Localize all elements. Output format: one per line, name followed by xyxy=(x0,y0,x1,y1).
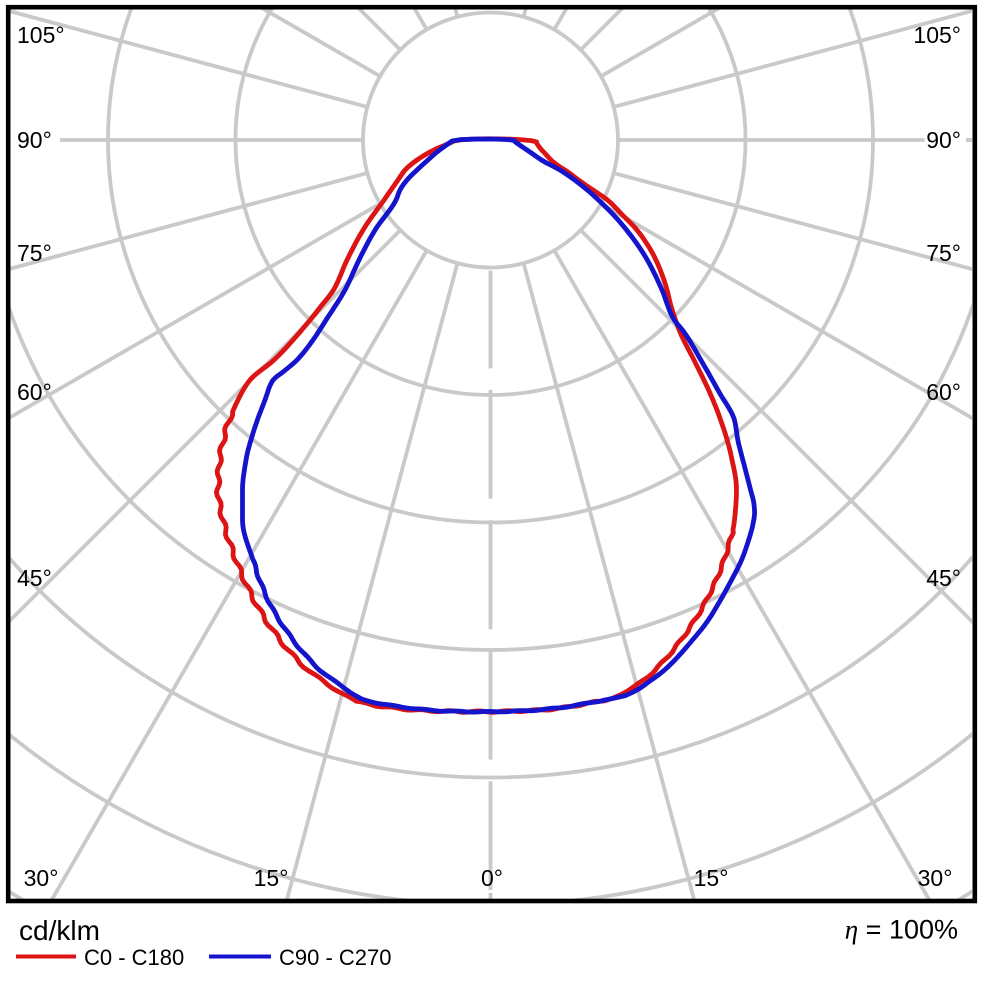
svg-text:η = 100%: η = 100% xyxy=(845,915,958,945)
svg-text:30°: 30° xyxy=(24,865,59,891)
svg-text:cd/klm: cd/klm xyxy=(19,915,100,946)
svg-text:90°: 90° xyxy=(926,127,961,153)
svg-text:45°: 45° xyxy=(926,565,961,591)
svg-text:15°: 15° xyxy=(254,865,289,891)
svg-text:45°: 45° xyxy=(17,565,52,591)
svg-text:30°: 30° xyxy=(918,865,953,891)
svg-text:0°: 0° xyxy=(481,865,503,891)
svg-text:75°: 75° xyxy=(926,240,961,266)
svg-text:15°: 15° xyxy=(694,865,729,891)
svg-text:90°: 90° xyxy=(17,127,52,153)
svg-text:75°: 75° xyxy=(17,240,52,266)
svg-text:60°: 60° xyxy=(17,379,52,405)
svg-text:105°: 105° xyxy=(17,22,65,48)
svg-text:60°: 60° xyxy=(926,379,961,405)
svg-text:C0 - C180: C0 - C180 xyxy=(84,945,184,970)
svg-text:C90 - C270: C90 - C270 xyxy=(279,945,392,970)
svg-text:105°: 105° xyxy=(913,22,961,48)
